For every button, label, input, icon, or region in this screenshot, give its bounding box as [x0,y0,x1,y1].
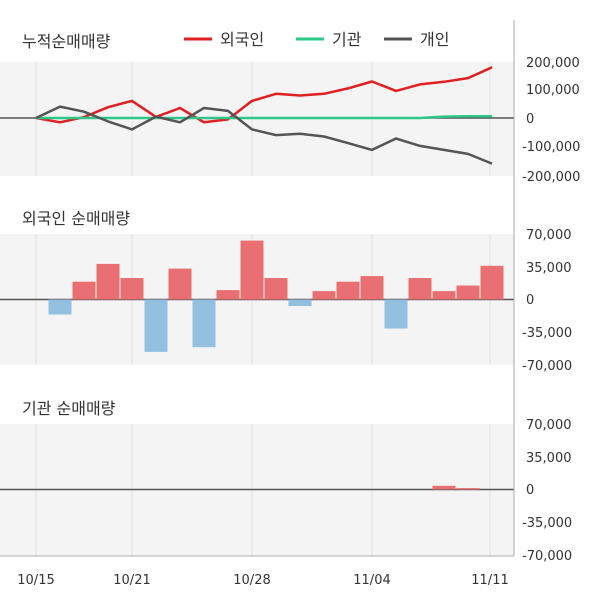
bar [168,268,192,300]
y-tick-label: 0 [526,293,534,308]
x-tick-label: 10/28 [233,573,270,588]
legend-label-institution: 기관 [332,30,362,49]
panel-1-y-ticks: 200,000 100,000 0 -100,000 -200,000 [522,56,580,185]
y-tick-label: -35,000 [522,326,572,341]
bar [432,485,456,490]
legend: 외국인 기관 개인 [184,30,449,49]
legend-label-individual: 개인 [420,30,449,49]
panel-1-title: 누적순매매량 [22,32,111,51]
y-tick-label: -70,000 [522,549,572,564]
y-tick-label: -200,000 [522,170,580,185]
panel-3-title: 기관 순매매량 [22,399,116,418]
bar [48,299,72,315]
panel-2-y-ticks: 70,000 35,000 0 -35,000 -70,000 [522,228,572,374]
y-tick-label: 35,000 [526,451,572,466]
y-tick-label: -100,000 [522,140,580,155]
bar [408,278,432,300]
y-tick-label: 200,000 [526,56,580,71]
bar [288,299,312,306]
bar [144,299,168,352]
x-tick-label: 11/04 [353,573,390,588]
panel-2-title: 외국인 순매매량 [22,209,130,228]
bar [216,290,240,300]
x-tick-label: 10/21 [113,573,150,588]
bar [360,276,384,300]
x-axis-labels: 10/15 10/21 10/28 11/04 11/11 [17,573,508,588]
bar [456,285,480,300]
x-tick-label: 10/15 [17,573,54,588]
y-tick-label: 0 [526,483,534,498]
y-tick-label: 70,000 [526,418,572,433]
y-tick-label: -70,000 [522,359,572,374]
y-tick-label: 0 [526,112,534,127]
bar [120,278,144,300]
bar [96,263,120,300]
x-tick-label: 11/11 [471,573,508,588]
bar [432,291,456,300]
bar [384,299,408,329]
series-line-individual [35,105,493,165]
panel-3-y-ticks: 70,000 35,000 0 -35,000 -70,000 [522,418,572,564]
bar [192,299,216,348]
bar [264,278,288,300]
legend-label-foreigner: 외국인 [220,30,264,49]
bar [480,265,504,300]
y-tick-label: 70,000 [526,228,572,243]
series-line-institution [36,115,492,120]
bar [240,240,264,300]
bar [72,281,96,300]
y-tick-label: 35,000 [526,261,572,276]
bar [456,488,480,490]
series-line-foreigner [35,66,493,124]
bar [312,291,336,300]
y-tick-label: -35,000 [522,516,572,531]
y-tick-label: 100,000 [526,83,580,98]
bar [336,281,360,300]
